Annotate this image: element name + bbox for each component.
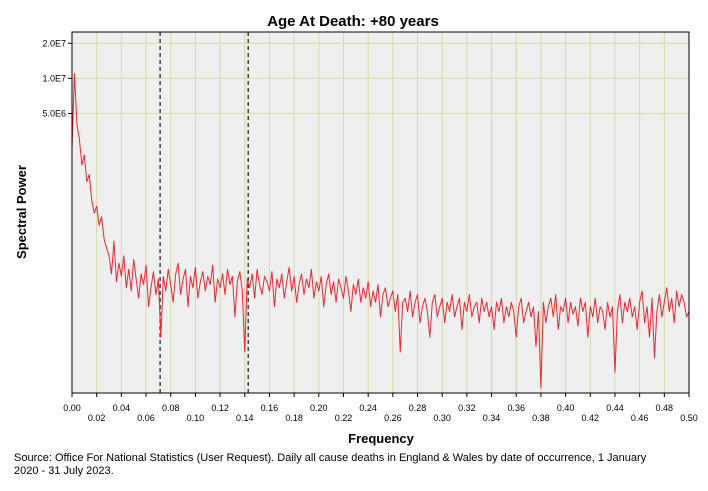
x-tick-label: 0.40	[557, 403, 575, 413]
y-tick-label: 1.0E7	[42, 73, 66, 83]
chart-title: Age At Death: +80 years	[267, 13, 439, 30]
x-tick-label: 0.26	[384, 413, 402, 423]
x-tick-label: 0.48	[656, 403, 674, 413]
x-tick-label: 0.10	[187, 413, 205, 423]
x-tick-label: 0.36	[507, 403, 525, 413]
x-tick-label: 0.50	[680, 413, 698, 423]
y-axis-label: Spectral Power	[14, 165, 29, 259]
x-tick-label: 0.30	[433, 413, 451, 423]
source-note: Source: Office For National Statistics (…	[14, 452, 647, 477]
x-tick-label: 0.02	[88, 413, 106, 423]
x-tick-label: 0.34	[483, 413, 501, 423]
x-tick-label: 0.24	[359, 403, 377, 413]
x-tick-label: 0.20	[310, 403, 328, 413]
x-tick-label: 0.46	[631, 413, 649, 423]
spectral-power-chart: Age At Death: +80 years 0.00 0.02 0.04 0.06…	[14, 13, 698, 446]
x-tick-label: 0.08	[162, 403, 180, 413]
y-tick-label: 2.0E7	[42, 38, 66, 48]
x-tick-label: 0.44	[606, 403, 624, 413]
plot-area	[71, 31, 690, 394]
y-tick-label: 5.0E6	[42, 108, 66, 118]
gridlines	[72, 32, 689, 393]
x-tick-label: 0.18	[285, 413, 303, 423]
x-tick-label: 0.06	[137, 413, 155, 423]
x-tick-label: 0.42	[582, 413, 600, 423]
axes: 0.00 0.02 0.04 0.06 0.08 0.10 0.12 0.14 0.16 0.18…	[42, 31, 698, 423]
x-axis-label: Frequency	[348, 431, 415, 446]
series-line	[71, 73, 690, 389]
x-tick-label: 0.12	[211, 403, 229, 413]
x-tick-label: 0.28	[409, 403, 427, 413]
series-layer	[71, 73, 690, 389]
x-tick-label: 0.38	[532, 413, 550, 423]
plot-frame	[71, 31, 690, 394]
x-tick-label: 0.14	[236, 413, 254, 423]
x-tick-label: 0.00	[63, 403, 81, 413]
x-tick-label: 0.22	[335, 413, 353, 423]
x-tick-label: 0.04	[113, 403, 131, 413]
x-tick-label: 0.16	[261, 403, 279, 413]
x-tick-label: 0.32	[458, 403, 476, 413]
